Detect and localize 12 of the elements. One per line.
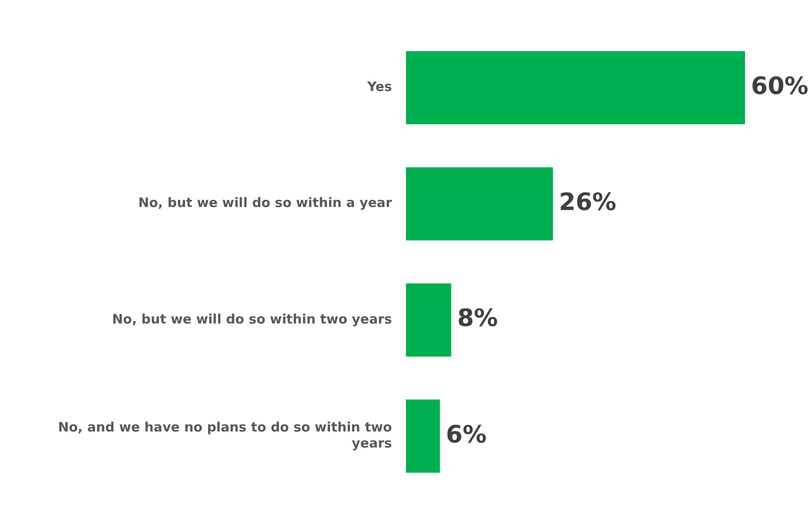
- y-tick-label: No, but we will do so within a year: [138, 196, 393, 212]
- bar: [406, 400, 440, 473]
- bar: [406, 51, 745, 124]
- data-label: 8%: [457, 304, 498, 332]
- y-tick-label: No, but we will do so within two years: [112, 312, 392, 328]
- data-label: 26%: [558, 188, 616, 216]
- data-label: 60%: [751, 72, 808, 100]
- bar: [406, 283, 452, 357]
- data-label: 6%: [446, 420, 487, 448]
- y-tick-label: No, and we have no plans to do so within two years: [58, 420, 392, 452]
- y-tick-label: Yes: [366, 80, 392, 96]
- bar: [406, 167, 553, 240]
